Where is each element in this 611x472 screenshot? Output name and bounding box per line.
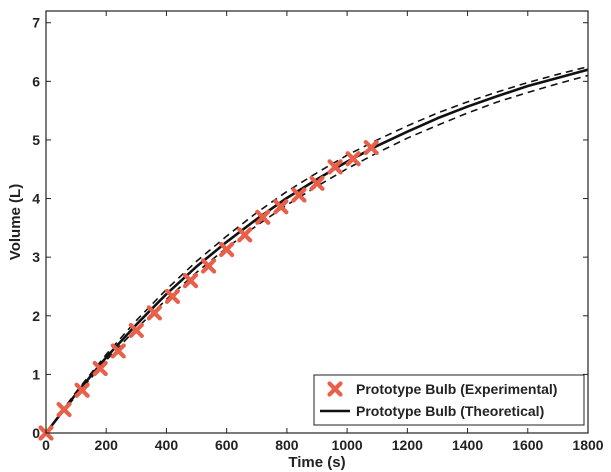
x-tick-label: 800 xyxy=(275,437,299,453)
x-tick-label: 600 xyxy=(215,437,239,453)
data-point xyxy=(327,159,343,175)
y-tick-label: 1 xyxy=(32,366,40,382)
x-marker-stroke-b xyxy=(327,381,343,397)
data-point xyxy=(56,401,72,418)
y-tick-label: 7 xyxy=(32,15,40,31)
x-marker-stroke-b xyxy=(237,227,253,243)
data-point xyxy=(146,305,162,321)
x-marker-stroke-b xyxy=(74,382,90,398)
x-marker-stroke-b xyxy=(255,209,271,225)
data-point xyxy=(273,199,289,215)
experimental-markers xyxy=(38,139,379,441)
y-tick-label: 4 xyxy=(32,191,40,207)
x-tick-label: 1200 xyxy=(392,437,423,453)
tick-marks xyxy=(45,11,589,434)
legend-label: Prototype Bulb (Experimental) xyxy=(356,381,557,397)
data-point xyxy=(291,187,307,203)
y-axis-label: Volume (L) xyxy=(7,184,24,260)
x-tick-label: 1400 xyxy=(452,437,483,453)
data-point xyxy=(345,151,361,167)
x-tick-label: 1000 xyxy=(332,437,363,453)
x-marker-stroke-b xyxy=(92,360,108,377)
x-marker-stroke-b xyxy=(146,305,162,321)
plot-frame xyxy=(45,10,589,434)
x-marker-stroke-b xyxy=(128,322,144,339)
data-point xyxy=(237,227,253,243)
x-marker-stroke-b xyxy=(363,139,379,156)
data-point xyxy=(219,241,235,258)
x-tick-label: 1800 xyxy=(572,437,603,453)
x-tick-label: 400 xyxy=(155,437,179,453)
y-tick-label: 0 xyxy=(32,425,40,441)
x-marker-stroke-b xyxy=(182,273,199,289)
x-marker-stroke-b xyxy=(345,151,361,167)
data-point xyxy=(128,322,144,339)
data-point xyxy=(201,258,217,274)
legend: Prototype Bulb (Experimental) Prototype B… xyxy=(313,374,585,426)
x-marker-stroke-b xyxy=(291,187,307,203)
data-point xyxy=(110,343,126,359)
y-tick-label: 5 xyxy=(32,132,40,148)
x-marker-stroke-b xyxy=(201,258,217,274)
x-marker-stroke-b xyxy=(110,343,126,359)
x-axis-label: Time (s) xyxy=(288,454,345,471)
data-point xyxy=(164,288,181,305)
x-tick-label: 1600 xyxy=(512,437,543,453)
data-point xyxy=(74,382,90,398)
x-marker-stroke-b xyxy=(219,241,235,258)
x-marker-stroke-b xyxy=(327,159,343,175)
data-point xyxy=(92,360,108,377)
data-point xyxy=(309,175,325,191)
y-tick-label: 3 xyxy=(32,249,40,265)
x-tick-label: 200 xyxy=(95,437,119,453)
legend-marker-experimental xyxy=(327,381,343,397)
data-point xyxy=(363,139,379,156)
x-marker-stroke-b xyxy=(273,199,289,215)
plot-background xyxy=(46,11,588,433)
x-tick-labels: 0 200 400 600 800 1000 1200 1400 1600 1800 xyxy=(42,437,604,453)
legend-label: Prototype Bulb (Theoretical) xyxy=(356,403,544,419)
y-tick-label: 2 xyxy=(32,308,40,324)
legend-box xyxy=(313,374,585,426)
data-point xyxy=(182,273,199,289)
confidence-bound-line-2 xyxy=(46,65,588,433)
x-marker-stroke-b xyxy=(56,401,72,418)
data-point xyxy=(255,209,271,225)
x-marker-stroke-b xyxy=(309,175,325,191)
y-tick-label: 6 xyxy=(32,73,40,89)
x-marker-stroke-b xyxy=(164,288,181,305)
y-tick-labels: 0 1 2 3 4 5 6 7 xyxy=(32,15,40,441)
theoretical-line xyxy=(46,68,588,433)
x-tick-label: 0 xyxy=(42,437,50,453)
